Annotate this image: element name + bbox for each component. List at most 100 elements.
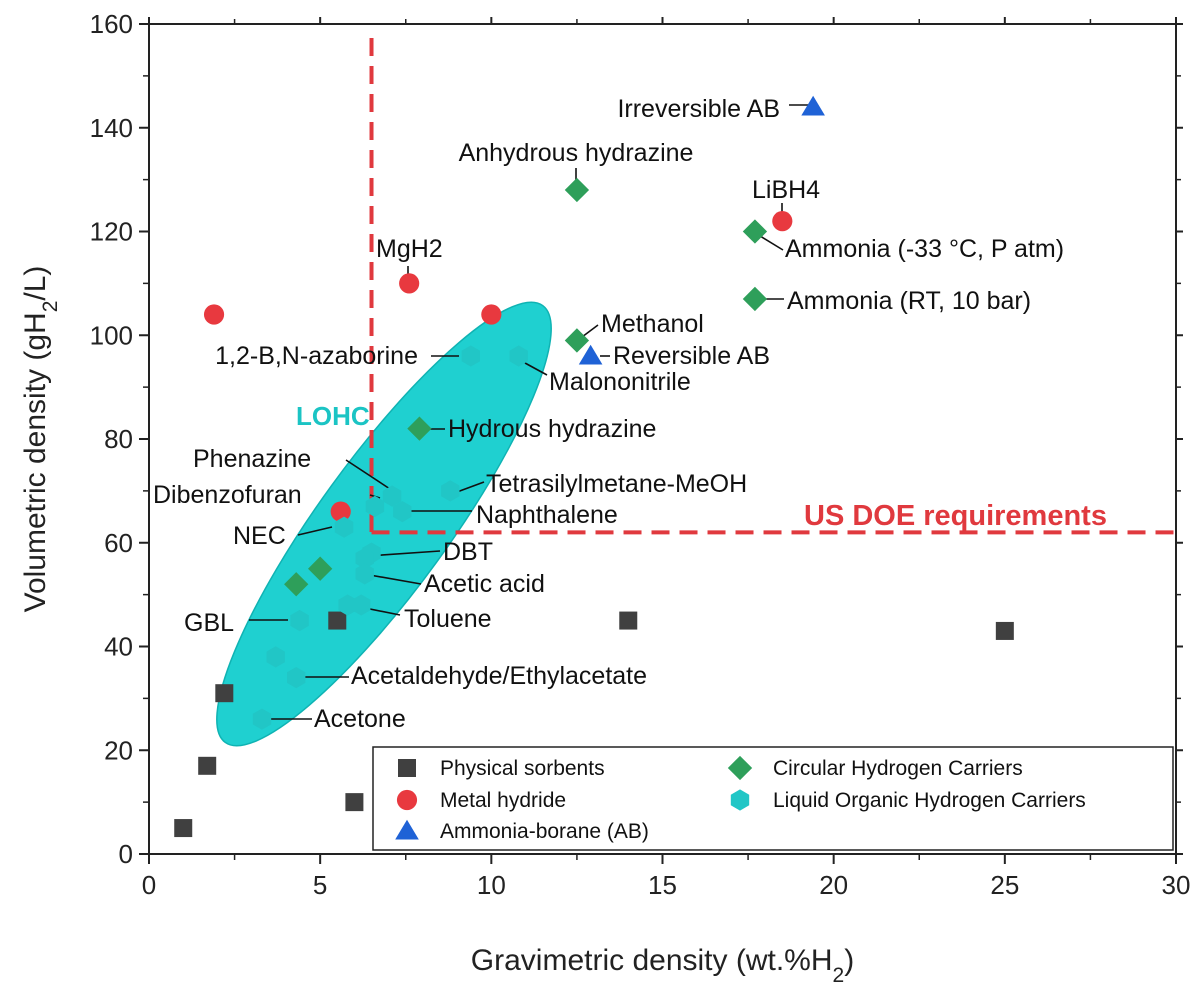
annotation-acetaldehyde-ethylacetate: Acetaldehyde/Ethylacetate — [351, 662, 647, 690]
annotations-layer: Irreversible AB Anhydrous hydrazine LiBH4 A… — [153, 95, 1107, 733]
annotation-1-2-b-n-azaborine: 1,2-B,N-azaborine — [215, 342, 418, 370]
point-liquid-organic-hydrogen-carriers — [266, 646, 285, 668]
point-metal-hydride — [772, 211, 793, 232]
point-metal-hydride — [399, 273, 420, 294]
point-liquid-organic-hydrogen-carriers — [334, 516, 354, 538]
point-ammonia-borane-ab — [801, 95, 825, 116]
annotation-malononitrile-leader — [524, 362, 548, 376]
annotation-hydrous-hydrazine: Hydrous hydrazine — [448, 415, 656, 443]
point-physical-sorbents — [198, 756, 217, 775]
annotation-irreversible-ab: Irreversible AB — [617, 95, 780, 123]
annotation-us-doe-requirements: US DOE requirements — [804, 500, 1107, 532]
annotation-dibenzofuran: Dibenzofuran — [153, 481, 302, 509]
annotation-phenazine: Phenazine — [193, 445, 311, 473]
axes-layer: 0 5 10 15 20 25 30 0 20 40 60 80 100 120 140 160 Gravime… — [19, 9, 1190, 984]
point-liquid-organic-hydrogen-carriers — [393, 501, 412, 523]
annotation-methanol: Methanol — [601, 310, 704, 338]
point-circular-hydrogen-carriers — [308, 556, 333, 581]
y-tick-label: 60 — [104, 528, 133, 558]
doe-requirement-layer — [369, 38, 1176, 535]
y-tick-label: 140 — [90, 113, 133, 143]
x-tick-label: 30 — [1162, 870, 1191, 900]
legend-marker-circular-hydrogen-carriers — [727, 755, 753, 781]
annotation-ammonia-rt-10-bar: Ammonia (RT, 10 bar) — [787, 287, 1031, 315]
point-liquid-organic-hydrogen-carriers — [290, 609, 309, 632]
annotation-tetrasilylmetane-meoh-leader — [456, 481, 485, 493]
annotation-phenazine-leader — [345, 459, 391, 490]
annotation-acetic-acid: Acetic acid — [424, 570, 545, 598]
point-circular-hydrogen-carriers — [742, 286, 768, 312]
x-tick-label: 5 — [313, 870, 327, 900]
point-physical-sorbents — [174, 819, 193, 838]
annotation-lohc: LOHC — [296, 401, 370, 431]
point-physical-sorbents — [215, 684, 234, 703]
legend-label-metal-hydride: Metal hydride — [440, 789, 566, 812]
annotation-libh4: LiBH4 — [752, 176, 820, 204]
y-tick-label: 120 — [90, 217, 133, 247]
lohc-region-layer — [216, 301, 552, 747]
y-tick-label: 40 — [104, 632, 133, 662]
legend-label-physical-sorbents: Physical sorbents — [440, 757, 605, 780]
point-liquid-organic-hydrogen-carriers — [355, 547, 374, 569]
annotation-toluene: Toluene — [404, 605, 492, 633]
point-liquid-organic-hydrogen-carriers — [252, 708, 272, 730]
point-physical-sorbents — [995, 621, 1014, 640]
annotation-naphthalene: Naphthalene — [476, 501, 618, 529]
point-metal-hydride — [203, 304, 225, 325]
annotation-nec: NEC — [233, 522, 286, 550]
point-liquid-organic-hydrogen-carriers — [287, 667, 306, 689]
legend-marker-ammonia-borane-ab — [395, 819, 419, 840]
legend-marker-physical-sorbents — [398, 759, 416, 777]
annotation-gbl: GBL — [184, 609, 234, 637]
x-tick-label: 20 — [819, 870, 848, 900]
point-liquid-organic-hydrogen-carriers — [355, 563, 374, 585]
point-liquid-organic-hydrogen-carriers — [365, 495, 385, 518]
annotation-mgh2: MgH2 — [376, 235, 443, 263]
y-axis-title: Volumetric density (gH2/L) — [19, 266, 62, 613]
point-liquid-organic-hydrogen-carriers — [461, 345, 480, 367]
x-tick-label: 25 — [990, 870, 1019, 900]
annotation-ammonia-33-c-p-atm: Ammonia (-33 °C, P atm) — [785, 235, 1064, 263]
point-liquid-organic-hydrogen-carriers — [352, 594, 371, 616]
legend-marker-liquid-organic-hydrogen-carriers — [730, 789, 750, 811]
x-axis-title: Gravimetric density (wt.%H2) — [471, 944, 854, 984]
annotation-malononitrile: Malononitrile — [549, 368, 691, 396]
point-physical-sorbents — [328, 611, 347, 630]
point-circular-hydrogen-carriers — [564, 177, 590, 203]
annotation-reversible-ab: Reversible AB — [613, 342, 770, 370]
lohc-ellipse-region — [216, 301, 552, 747]
annotation-nec-leader — [297, 526, 333, 536]
point-liquid-organic-hydrogen-carriers — [382, 485, 402, 507]
annotation-anhydrous-hydrazine: Anhydrous hydrazine — [459, 139, 694, 167]
annotation-acetone: Acetone — [314, 705, 406, 733]
y-tick-label: 0 — [119, 839, 133, 869]
point-metal-hydride — [330, 501, 351, 522]
y-tick-label: 100 — [90, 320, 133, 350]
point-circular-hydrogen-carriers — [284, 572, 309, 597]
point-physical-sorbents — [619, 611, 638, 630]
legend-label-ammonia-borane-ab: Ammonia-borane (AB) — [440, 820, 649, 843]
annotation-tetrasilylmetane-meoh: Tetrasilylmetane-MeOH — [486, 470, 747, 498]
x-tick-label: 10 — [477, 870, 506, 900]
point-metal-hydride — [481, 304, 502, 325]
point-circular-hydrogen-carriers — [742, 219, 768, 244]
point-physical-sorbents — [345, 793, 364, 812]
y-tick-label: 20 — [104, 735, 133, 765]
point-ammonia-borane-ab — [578, 344, 603, 365]
data-points-layer — [174, 95, 1014, 838]
x-tick-label: 15 — [648, 870, 677, 900]
y-tick-label: 160 — [90, 9, 133, 39]
x-tick-label: 0 — [142, 870, 156, 900]
point-liquid-organic-hydrogen-carriers — [509, 345, 528, 367]
legend-box — [372, 746, 1174, 851]
annotation-ammonia-33-c-p-atm-leader — [759, 235, 784, 251]
point-circular-hydrogen-carriers — [407, 416, 432, 441]
legend-label-circular-hydrogen-carriers: Circular Hydrogen Carriers — [773, 757, 1023, 780]
legend: Physical sorbents Metal hydride Ammonia-bo… — [372, 746, 1174, 851]
legend-label-liquid-organic-hydrogen-carriers: Liquid Organic Hydrogen Carriers — [773, 789, 1086, 812]
y-tick-label: 80 — [104, 424, 133, 454]
legend-marker-metal-hydride — [396, 789, 418, 811]
point-liquid-organic-hydrogen-carriers — [441, 480, 460, 502]
point-circular-hydrogen-carriers — [564, 328, 590, 353]
